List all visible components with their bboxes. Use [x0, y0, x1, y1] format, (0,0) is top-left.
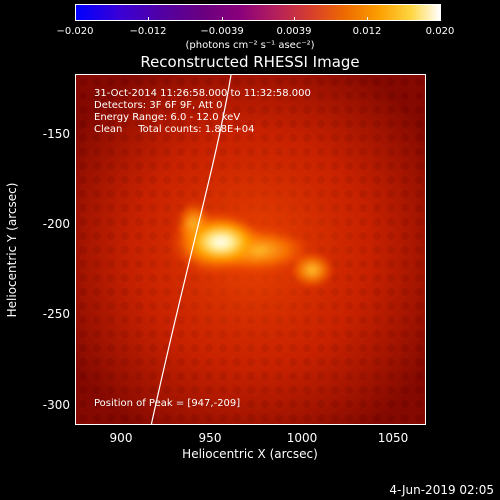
image-canvas	[76, 75, 425, 424]
y-tick: -300	[42, 398, 70, 412]
info-detectors: Detectors: 3F 6F 9F, Att 0	[94, 100, 223, 111]
x-tick: 900	[109, 431, 133, 445]
y-tick: -250	[42, 307, 70, 321]
colorbar	[75, 4, 441, 21]
colorbar-tick: −0.020	[56, 26, 94, 37]
info-clean: Clean Total counts: 1.88E+04	[94, 124, 255, 135]
info-time: 31-Oct-2014 11:26:58.000 to 11:32:58.000	[94, 88, 311, 99]
flare-source	[169, 201, 334, 288]
rhessi-image	[75, 74, 426, 425]
date-stamp: 4-Jun-2019 02:05	[389, 483, 494, 497]
x-tick: 1050	[377, 431, 409, 445]
colorbar-tick: 0.012	[352, 26, 382, 37]
y-axis-label: Heliocentric Y (arcsec)	[5, 182, 19, 318]
colorbar-unit: (photons cm⁻² s⁻¹ asec⁻²)	[185, 40, 315, 51]
y-tick: -200	[42, 217, 70, 231]
colorbar-tick: 0.020	[425, 26, 455, 37]
x-tick: 950	[198, 431, 222, 445]
colorbar-tick: −0.0039	[200, 26, 244, 37]
x-axis-label: Heliocentric X (arcsec)	[182, 447, 318, 461]
colorbar-tick: 0.0039	[276, 26, 312, 37]
x-tick: 1000	[286, 431, 318, 445]
solar-limb-line	[150, 75, 232, 424]
info-energy: Energy Range: 6.0 - 12.0 keV	[94, 112, 241, 123]
image-title: Reconstructed RHESSI Image	[140, 53, 360, 71]
info-peak: Position of Peak = [947,-209]	[94, 398, 241, 409]
colorbar-tick: −0.012	[129, 26, 167, 37]
y-tick: -150	[42, 127, 70, 141]
